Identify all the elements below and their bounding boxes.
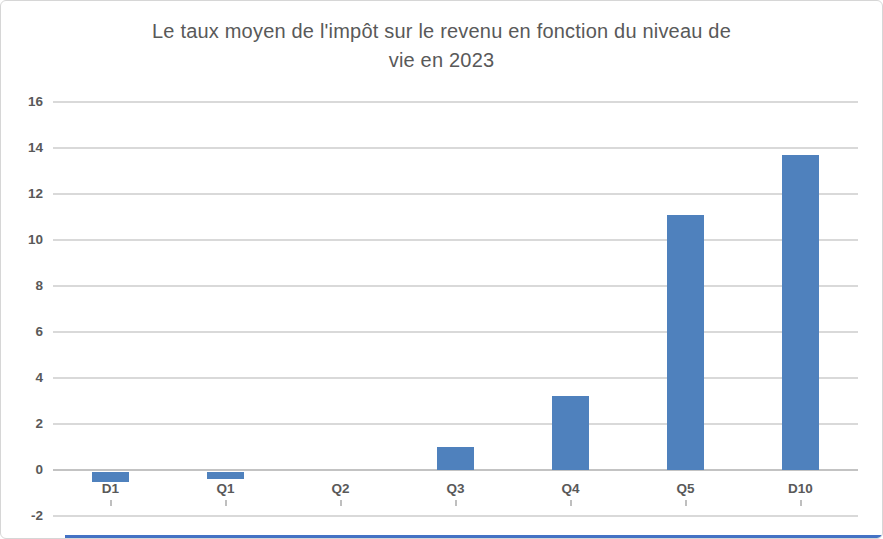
- y-axis-label: 4: [1, 370, 43, 386]
- y-axis-label: 16: [1, 94, 43, 110]
- y-axis-label: 14: [1, 140, 43, 156]
- y-axis-label: 10: [1, 232, 43, 248]
- axis-tick-mark: [570, 500, 572, 506]
- bottom-accent-strip: [65, 535, 882, 538]
- gridline: [53, 515, 858, 517]
- bar[interactable]: [552, 396, 589, 470]
- bar[interactable]: [667, 215, 704, 470]
- y-axis-label: 0: [1, 462, 43, 478]
- gridline: [53, 377, 858, 379]
- gridline: [53, 285, 858, 287]
- chart-title: Le taux moyen de l'impôt sur le revenu e…: [1, 17, 882, 75]
- x-axis-label: Q4: [513, 481, 628, 496]
- x-axis-label: Q3: [398, 481, 513, 496]
- bar[interactable]: [782, 155, 819, 470]
- gridline: [53, 193, 858, 195]
- axis-tick-mark: [800, 500, 802, 506]
- y-axis-label: 2: [1, 416, 43, 432]
- axis-tick-mark: [340, 500, 342, 506]
- x-axis-label: Q1: [168, 481, 283, 496]
- gridline: [53, 147, 858, 149]
- x-axis-label: Q5: [628, 481, 743, 496]
- y-axis-label: -2: [1, 508, 43, 524]
- bar[interactable]: [437, 447, 474, 470]
- chart-title-line-2: vie en 2023: [1, 46, 882, 75]
- x-axis-label: D10: [743, 481, 858, 496]
- axis-tick-mark: [455, 500, 457, 506]
- gridline: [53, 423, 858, 425]
- gridline: [53, 101, 858, 103]
- chart-container[interactable]: Le taux moyen de l'impôt sur le revenu e…: [0, 0, 883, 539]
- gridline: [53, 331, 858, 333]
- x-axis-label: D1: [53, 481, 168, 496]
- y-axis-label: 6: [1, 324, 43, 340]
- gridline: [53, 239, 858, 241]
- y-axis-label: 12: [1, 186, 43, 202]
- y-axis-label: 8: [1, 278, 43, 294]
- axis-tick-mark: [110, 500, 112, 506]
- bar[interactable]: [207, 472, 244, 479]
- chart-title-line-1: Le taux moyen de l'impôt sur le revenu e…: [1, 17, 882, 46]
- x-axis-label: Q2: [283, 481, 398, 496]
- axis-tick-mark: [225, 500, 227, 506]
- axis-tick-mark: [685, 500, 687, 506]
